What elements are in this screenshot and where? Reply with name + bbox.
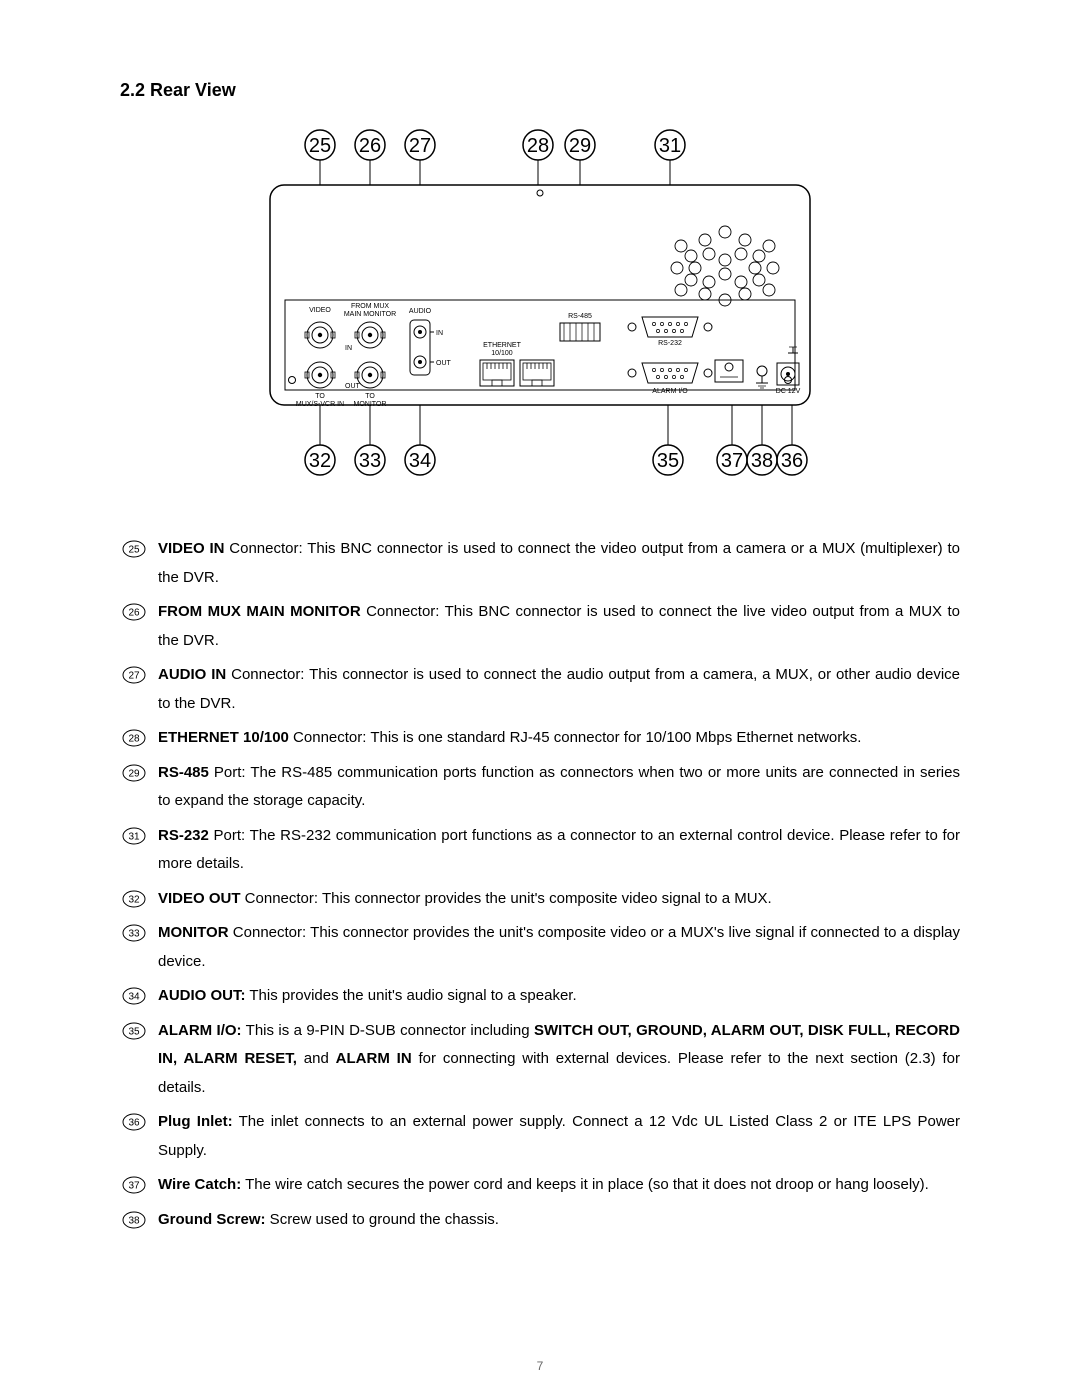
svg-text:27: 27 bbox=[128, 671, 140, 682]
svg-text:28: 28 bbox=[128, 734, 140, 745]
callout-badge: 29 bbox=[120, 763, 148, 783]
item-description: AUDIO OUT: This provides the unit's audi… bbox=[158, 982, 960, 1011]
svg-text:26: 26 bbox=[128, 608, 140, 619]
callout-badge: 34 bbox=[120, 986, 148, 1006]
item-description: AUDIO IN Connector: This connector is us… bbox=[158, 661, 960, 718]
svg-text:RS-485: RS-485 bbox=[568, 313, 592, 320]
item-description: ALARM I/O: This is a 9-PIN D-SUB connect… bbox=[158, 1017, 960, 1103]
svg-text:MONITOR: MONITOR bbox=[354, 401, 387, 408]
list-item: 31 RS-232 Port: The RS-232 communication… bbox=[120, 822, 960, 879]
list-item: 33 MONITOR Connector: This connector pro… bbox=[120, 919, 960, 976]
svg-text:29: 29 bbox=[569, 135, 591, 157]
callout-badge: 36 bbox=[120, 1112, 148, 1132]
svg-text:37: 37 bbox=[128, 1181, 140, 1192]
list-item: 35 ALARM I/O: This is a 9-PIN D-SUB conn… bbox=[120, 1017, 960, 1103]
section-title: 2.2 Rear View bbox=[120, 80, 960, 101]
svg-text:27: 27 bbox=[409, 135, 431, 157]
item-description: Plug Inlet: The inlet connects to an ext… bbox=[158, 1108, 960, 1165]
svg-text:38: 38 bbox=[751, 450, 773, 472]
list-item: 26 FROM MUX MAIN MONITOR Connector: This… bbox=[120, 598, 960, 655]
connector-list: 25 VIDEO IN Connector: This BNC connecto… bbox=[120, 535, 960, 1234]
list-item: 37 Wire Catch: The wire catch secures th… bbox=[120, 1171, 960, 1200]
svg-text:DC 12V: DC 12V bbox=[776, 388, 801, 395]
svg-text:34: 34 bbox=[128, 992, 140, 1003]
svg-text:MUX/S-VCR IN: MUX/S-VCR IN bbox=[296, 401, 344, 408]
svg-text:IN: IN bbox=[345, 345, 352, 352]
item-description: Ground Screw: Screw used to ground the c… bbox=[158, 1206, 960, 1235]
svg-text:31: 31 bbox=[128, 831, 140, 842]
svg-text:25: 25 bbox=[128, 545, 140, 556]
list-item: 29 RS-485 Port: The RS-485 communication… bbox=[120, 759, 960, 816]
svg-text:38: 38 bbox=[128, 1215, 140, 1226]
item-description: VIDEO OUT Connector: This connector prov… bbox=[158, 885, 960, 914]
svg-text:32: 32 bbox=[128, 894, 140, 905]
svg-text:TO: TO bbox=[365, 393, 375, 400]
item-description: RS-232 Port: The RS-232 communication po… bbox=[158, 822, 960, 879]
callout-badge: 28 bbox=[120, 728, 148, 748]
svg-text:OUT: OUT bbox=[345, 383, 361, 390]
svg-text:TO: TO bbox=[315, 393, 325, 400]
svg-text:25: 25 bbox=[309, 135, 331, 157]
item-description: RS-485 Port: The RS-485 communication po… bbox=[158, 759, 960, 816]
callout-badge: 25 bbox=[120, 539, 148, 559]
svg-text:34: 34 bbox=[409, 450, 431, 472]
rear-view-diagram: 25262728293132333435373836VIDEOFROM MUXM… bbox=[120, 125, 960, 485]
svg-text:FROM MUX: FROM MUX bbox=[351, 303, 389, 310]
svg-text:35: 35 bbox=[657, 450, 679, 472]
callout-badge: 32 bbox=[120, 889, 148, 909]
svg-text:ALARM I/O: ALARM I/O bbox=[652, 388, 688, 395]
callout-badge: 33 bbox=[120, 923, 148, 943]
list-item: 36 Plug Inlet: The inlet connects to an … bbox=[120, 1108, 960, 1165]
svg-text:VIDEO: VIDEO bbox=[309, 307, 331, 314]
svg-text:33: 33 bbox=[128, 929, 140, 940]
svg-text:26: 26 bbox=[359, 135, 381, 157]
svg-text:35: 35 bbox=[128, 1026, 140, 1037]
svg-text:33: 33 bbox=[359, 450, 381, 472]
item-description: MONITOR Connector: This connector provid… bbox=[158, 919, 960, 976]
svg-text:ETHERNET: ETHERNET bbox=[483, 342, 521, 349]
list-item: 27 AUDIO IN Connector: This connector is… bbox=[120, 661, 960, 718]
callout-badge: 31 bbox=[120, 826, 148, 846]
svg-text:36: 36 bbox=[781, 450, 803, 472]
svg-text:MAIN MONITOR: MAIN MONITOR bbox=[344, 311, 396, 318]
callout-badge: 35 bbox=[120, 1021, 148, 1041]
svg-text:31: 31 bbox=[659, 135, 681, 157]
list-item: 28 ETHERNET 10/100 Connector: This is on… bbox=[120, 724, 960, 753]
svg-text:RS-232: RS-232 bbox=[658, 340, 682, 347]
item-description: VIDEO IN Connector: This BNC connector i… bbox=[158, 535, 960, 592]
svg-text:AUDIO: AUDIO bbox=[409, 308, 432, 315]
list-item: 32 VIDEO OUT Connector: This connector p… bbox=[120, 885, 960, 914]
callout-badge: 38 bbox=[120, 1210, 148, 1230]
list-item: 34 AUDIO OUT: This provides the unit's a… bbox=[120, 982, 960, 1011]
list-item: 38 Ground Screw: Screw used to ground th… bbox=[120, 1206, 960, 1235]
item-description: Wire Catch: The wire catch secures the p… bbox=[158, 1171, 960, 1200]
item-description: FROM MUX MAIN MONITOR Connector: This BN… bbox=[158, 598, 960, 655]
svg-text:10/100: 10/100 bbox=[491, 350, 513, 357]
page-number: 7 bbox=[537, 1359, 544, 1373]
item-description: ETHERNET 10/100 Connector: This is one s… bbox=[158, 724, 960, 753]
svg-text:32: 32 bbox=[309, 450, 331, 472]
svg-text:28: 28 bbox=[527, 135, 549, 157]
list-item: 25 VIDEO IN Connector: This BNC connecto… bbox=[120, 535, 960, 592]
svg-text:OUT: OUT bbox=[436, 360, 452, 367]
svg-text:36: 36 bbox=[128, 1118, 140, 1129]
callout-badge: 27 bbox=[120, 665, 148, 685]
svg-text:IN: IN bbox=[436, 330, 443, 337]
callout-badge: 26 bbox=[120, 602, 148, 622]
svg-text:29: 29 bbox=[128, 768, 140, 779]
callout-badge: 37 bbox=[120, 1175, 148, 1195]
svg-text:37: 37 bbox=[721, 450, 743, 472]
